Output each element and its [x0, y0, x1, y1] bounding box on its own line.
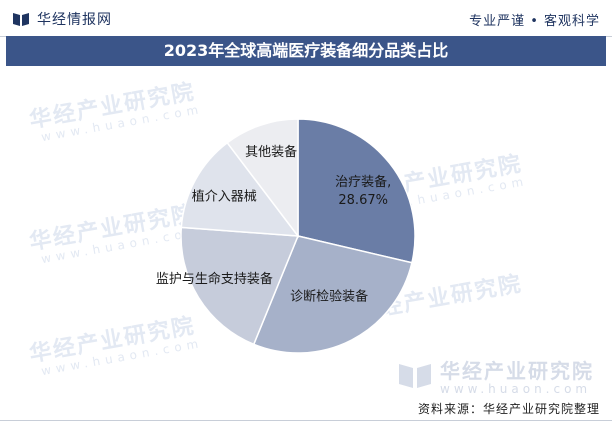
top-bar: 华经情报网 专业严谨 • 客观科学 — [0, 0, 612, 37]
corner-watermark-url: www.huaon.com — [440, 382, 592, 396]
tagline: 专业严谨 • 客观科学 — [469, 14, 600, 29]
pie-slice — [297, 118, 416, 264]
pie-slice — [180, 141, 300, 237]
pie-slice — [252, 235, 413, 354]
pie-slice — [226, 118, 299, 239]
corner-watermark-text: 华经产业研究院 — [440, 359, 594, 383]
brand-name: 华经情报网 — [37, 12, 112, 28]
bottom-divider — [0, 420, 612, 421]
book-logo-icon — [13, 13, 29, 26]
slice-label: 其他装备 — [245, 144, 297, 160]
slice-label: 治疗装备, 28.67% — [335, 174, 391, 208]
huaon-logo-icon — [399, 364, 431, 388]
chart-title: 2023年全球高端医疗装备细分品类占比 — [6, 36, 606, 66]
source-note: 资料来源：华经产业研究院整理 — [417, 402, 600, 416]
slice-label: 植介入器械 — [192, 189, 257, 204]
pie-chart: 治疗装备, 28.67% 诊断检验装备 监护与生命支持装备 植介入器械 其他装备 — [156, 118, 416, 354]
brand: 华经情报网 — [12, 9, 112, 29]
pie-slice — [180, 226, 300, 346]
slice-label: 诊断检验装备 — [290, 288, 368, 304]
slice-label: 监护与生命支持装备 — [156, 271, 273, 287]
